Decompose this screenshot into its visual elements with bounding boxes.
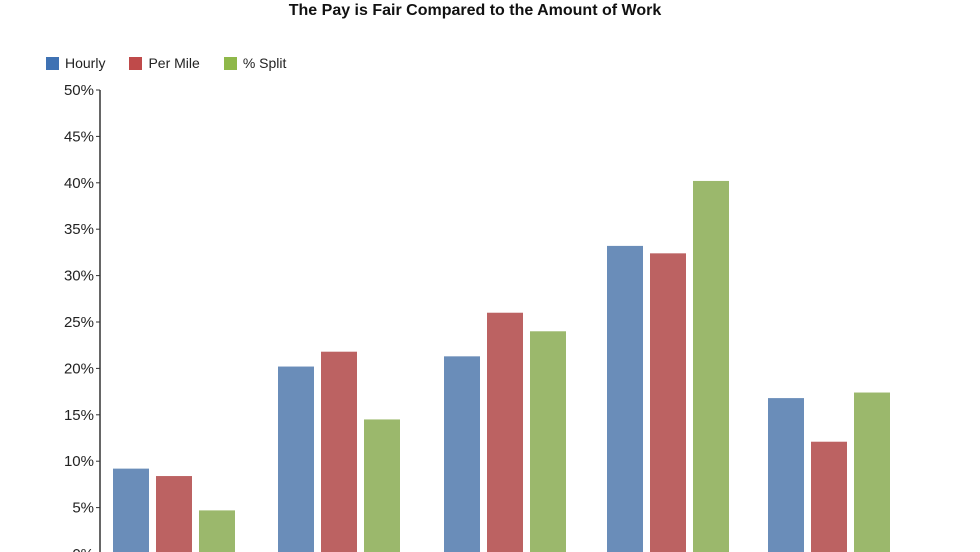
bar-split-3 bbox=[530, 331, 566, 552]
y-tick-label: 5% bbox=[72, 500, 94, 517]
y-tick-label: 40% bbox=[64, 175, 94, 192]
y-tick-label: 45% bbox=[64, 128, 94, 145]
y-tick-label: 50% bbox=[64, 82, 94, 99]
legend-label-hourly: Hourly bbox=[65, 55, 106, 71]
y-tick-label: 20% bbox=[64, 360, 94, 377]
bar-hourly-3 bbox=[444, 356, 480, 552]
bar-hourly-5 bbox=[768, 398, 804, 552]
legend-item-per-mile: Per Mile bbox=[129, 55, 200, 71]
legend-item-hourly: Hourly bbox=[46, 55, 105, 71]
y-tick-label: 25% bbox=[64, 314, 94, 331]
y-tick-label: 35% bbox=[64, 221, 94, 238]
bar-per-mile-3 bbox=[487, 312, 523, 552]
bar-hourly-4 bbox=[607, 245, 643, 552]
bar-per-mile-1 bbox=[156, 476, 192, 552]
bar-split-2 bbox=[364, 419, 400, 552]
bar-hourly-2 bbox=[278, 366, 314, 552]
bar-hourly-1 bbox=[113, 468, 149, 552]
bar-split-4 bbox=[693, 180, 729, 552]
bar-per-mile-5 bbox=[811, 441, 847, 552]
y-tick-label: 30% bbox=[64, 268, 94, 285]
legend-label-per-mile: Per Mile bbox=[148, 55, 200, 71]
bar-per-mile-2 bbox=[321, 351, 357, 552]
legend-swatch-hourly bbox=[46, 56, 59, 70]
legend-swatch-split bbox=[223, 56, 237, 70]
y-tick-label: 15% bbox=[64, 407, 94, 424]
legend-item-split: % Split bbox=[223, 55, 287, 71]
bar-split-1 bbox=[199, 510, 235, 552]
bar-split-5 bbox=[854, 392, 890, 552]
legend-label-split: % Split bbox=[242, 55, 287, 71]
legend-swatch-per-mile bbox=[129, 56, 143, 70]
y-tick-label: 10% bbox=[64, 453, 94, 470]
y-tick-label: 0% bbox=[72, 546, 94, 552]
chart-title: The Pay is Fair Compared to the Amount o… bbox=[288, 2, 662, 19]
legend: Hourly Per Mile % Split bbox=[46, 53, 310, 73]
bar-per-mile-4 bbox=[650, 253, 686, 552]
